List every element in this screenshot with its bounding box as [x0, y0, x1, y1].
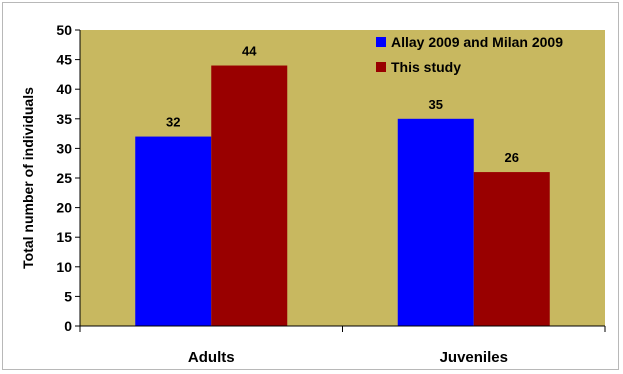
legend-swatch	[376, 37, 386, 47]
y-tick-label: 20	[56, 200, 72, 216]
y-tick-label: 0	[64, 318, 72, 334]
bar-chart: 0 5 10 15 20 25 30 35 40 45 50 32 44 35 26 Adults Juve…	[20, 22, 606, 366]
y-tick-label: 10	[56, 259, 72, 275]
y-tick-label: 15	[56, 229, 72, 245]
y-tick-label: 45	[56, 52, 72, 68]
x-tick-label: Juveniles	[440, 349, 508, 366]
y-tick-label: 35	[56, 111, 72, 127]
bar	[211, 65, 288, 326]
bar-value-label: 26	[505, 150, 519, 165]
x-tick-label: Adults	[188, 349, 235, 366]
legend-swatch	[376, 62, 386, 72]
bar	[135, 136, 212, 326]
y-tick-label: 30	[56, 140, 72, 156]
bar	[397, 118, 474, 326]
bar-value-label: 44	[242, 44, 257, 59]
legend: Allay 2009 and Milan 2009 This study	[376, 34, 563, 75]
y-tick-label: 5	[64, 288, 72, 304]
legend-label: Allay 2009 and Milan 2009	[391, 34, 563, 50]
y-tick-label: 40	[56, 81, 72, 97]
y-tick-label: 50	[56, 22, 72, 38]
bar	[473, 172, 550, 326]
y-tick-label: 25	[56, 170, 72, 186]
bar-value-label: 32	[166, 115, 180, 130]
bar-value-label: 35	[429, 97, 443, 112]
y-axis-title: Total number of individuals	[20, 87, 36, 269]
legend-label: This study	[391, 59, 461, 75]
chart-frame: 0 5 10 15 20 25 30 35 40 45 50 32 44 35 26 Adults Juve…	[2, 2, 619, 370]
